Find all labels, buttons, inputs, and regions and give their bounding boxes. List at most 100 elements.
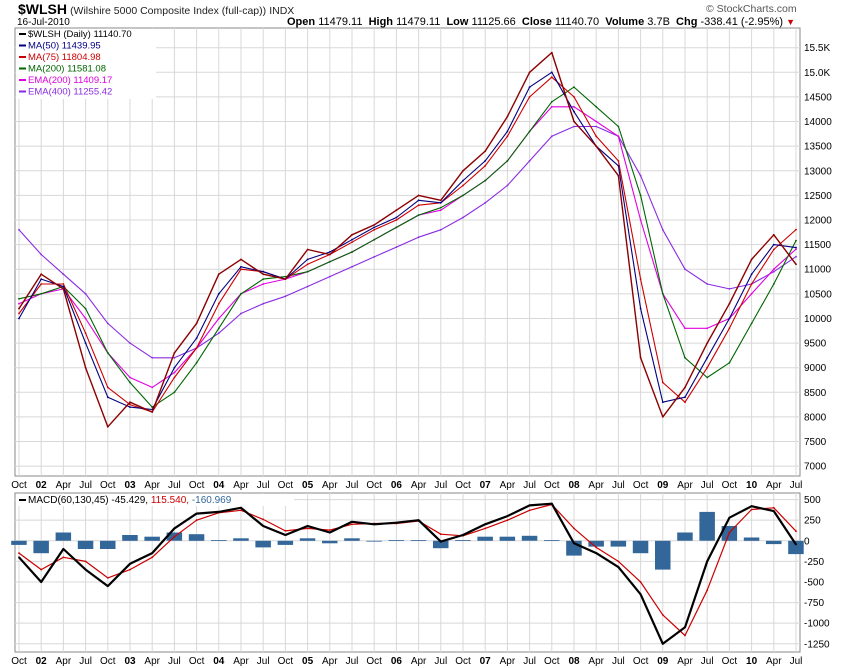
plot-frame <box>14 492 801 653</box>
ema200-series-point <box>617 135 620 138</box>
ma200-series-point <box>750 322 753 325</box>
ma75-series-point <box>795 228 797 231</box>
macd-series-point <box>262 525 265 527</box>
y-tick-label: 15.0K <box>804 68 830 79</box>
macd-label: MACD(60,130,45) -45.429, <box>28 495 151 506</box>
x-tick-label: Jul <box>701 656 714 667</box>
ma50-series-point <box>506 130 509 133</box>
high-value: 11479.11 <box>396 16 441 28</box>
ema400-series-point <box>573 125 575 128</box>
histogram-bar <box>77 540 94 549</box>
price-series-point <box>151 411 154 413</box>
y-tick-label: 12500 <box>804 191 832 202</box>
x-tick-label: Jul <box>346 656 359 667</box>
macd-series-point <box>40 581 43 583</box>
macd-series-point <box>306 525 309 527</box>
ema400-series-point <box>639 174 642 177</box>
ma50-series-point <box>573 110 575 113</box>
x-tick-label: Oct <box>366 656 382 667</box>
x-tick-label: Jul <box>612 480 625 490</box>
x-tick-label: 05 <box>302 656 314 667</box>
ma50-series-point <box>62 285 65 288</box>
x-tick-label: Apr <box>411 480 427 490</box>
y-tick-label: 15.5K <box>804 43 830 54</box>
x-tick-label: Apr <box>588 480 604 490</box>
macd-series-point <box>151 552 154 554</box>
signal-series-point <box>506 519 509 522</box>
price-series-point <box>661 416 664 418</box>
price-series-point <box>462 169 464 172</box>
ma75-series-point <box>772 248 775 251</box>
ma50-series-point <box>373 226 376 229</box>
ema400-series-point <box>262 302 265 305</box>
y-tick-label: 14500 <box>804 92 832 103</box>
ma75-series-point <box>417 204 420 207</box>
ma75-series-point <box>40 283 43 285</box>
x-tick-label: 04 <box>213 656 225 667</box>
ema400-series-point <box>129 342 131 344</box>
ma50-series-point <box>18 317 20 320</box>
ema400-series-point <box>484 201 487 204</box>
ma200-series-point <box>550 100 553 103</box>
price-series-point <box>173 352 176 354</box>
ma200-series-point <box>217 327 220 330</box>
macd-series-point <box>173 527 176 530</box>
ma200-series-point <box>639 194 642 197</box>
y-tick-label: 10500 <box>804 289 832 300</box>
ma75-series-point <box>595 135 598 138</box>
ema400-series-point <box>506 184 509 187</box>
ema400-series-point <box>795 255 797 258</box>
y-tick-label: 8500 <box>804 388 827 399</box>
price-series-point <box>417 194 420 197</box>
x-tick-label: 10 <box>746 656 758 667</box>
ma200-series-point <box>573 86 575 88</box>
ma200-series-point <box>706 376 709 379</box>
histogram-bar <box>299 538 316 541</box>
macd-series-point <box>617 566 620 568</box>
ma75-series-point <box>195 347 198 349</box>
macd-series-point <box>728 516 731 519</box>
signal-series-point <box>173 535 176 538</box>
histogram-bar <box>766 540 782 545</box>
macd-series-point <box>684 626 686 629</box>
macd-series-point <box>395 521 398 524</box>
legend-label: $WLSH (Daily) 11140.70 <box>28 29 132 40</box>
x-tick-label: Apr <box>677 480 693 490</box>
ema200-series-point <box>750 292 753 295</box>
ma50-series-point <box>129 406 131 408</box>
ma75-series-point <box>240 268 242 271</box>
ma200-series-point <box>262 278 265 280</box>
y-tick-label: 7000 <box>804 462 827 473</box>
histogram-bar <box>255 540 271 548</box>
symbol-label: $WLSH <box>18 1 67 17</box>
ma50-series-point <box>195 337 198 340</box>
ma50-series-point <box>240 265 242 268</box>
signal-series-point <box>684 634 686 637</box>
ma50-series-point <box>661 401 664 404</box>
ma50-series-point <box>40 278 43 280</box>
x-tick-label: Oct <box>366 480 382 490</box>
histogram-bar <box>277 540 294 545</box>
x-tick-label: Apr <box>766 480 782 490</box>
price-series-point <box>106 425 109 428</box>
signal-series-point <box>706 589 709 592</box>
x-tick-label: 08 <box>568 656 580 667</box>
signal-series-point <box>528 509 531 512</box>
histogram-bar <box>677 532 693 541</box>
macd-legend: MACD(60,130,45) -45.429, 115.540, -160.9… <box>16 494 294 506</box>
price-series-point <box>284 278 287 280</box>
histogram-bar <box>122 535 138 541</box>
price-series <box>18 51 797 428</box>
price-series-point <box>262 273 265 276</box>
y-tick-label: 12000 <box>804 216 832 227</box>
macd-series-point <box>84 568 87 571</box>
ma75-series-point <box>217 302 220 305</box>
ema400-series-point <box>439 228 442 231</box>
ema400-series-point <box>306 285 309 288</box>
x-tick-label: Apr <box>322 480 338 490</box>
signal-series-point <box>84 560 87 563</box>
ma50-series-point <box>639 307 642 310</box>
x-tick-label: 02 <box>36 656 48 667</box>
x-tick-label: Jul <box>346 480 359 490</box>
macd-series-point <box>750 505 753 508</box>
